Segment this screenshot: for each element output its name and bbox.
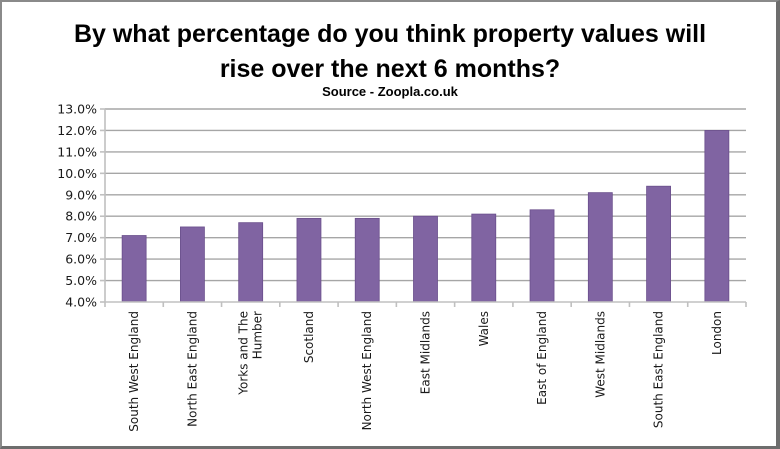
chart-title-line-1: By what percentage do you think property… [74, 20, 706, 48]
y-axis-tick-labels: 4.0% 5.0% 6.0% 7.0% 8.0% 9.0% 10.0% 11.0% 12.0% 1… [57, 102, 97, 310]
y-tick-label: 4.0% [65, 295, 97, 310]
bar [413, 215, 438, 303]
x-category-label: Wales [477, 311, 491, 346]
chart-title-line-2: rise over the next 6 months? [220, 55, 560, 83]
x-category-label: North East England [185, 311, 199, 427]
y-tick-label: 13.0% [57, 102, 97, 117]
x-category-label: North West England [360, 311, 374, 430]
bar [354, 217, 380, 303]
bar [587, 192, 613, 303]
axes [100, 108, 747, 307]
bar [471, 213, 497, 303]
y-tick-label: 7.0% [65, 230, 97, 245]
bar [704, 130, 730, 303]
y-tick-label: 12.0% [57, 123, 97, 138]
gridlines [105, 108, 746, 282]
y-tick-label: 6.0% [65, 252, 97, 267]
x-category-label: Humber [251, 311, 265, 359]
bar [529, 209, 555, 303]
bar [238, 222, 264, 303]
x-category-label: South West England [127, 311, 141, 432]
x-axis-category-labels: South West England North East England York… [127, 311, 724, 432]
bar [646, 185, 671, 303]
chart-subtitle: Source - Zoopla.co.uk [322, 84, 459, 99]
y-tick-label: 8.0% [65, 209, 97, 224]
x-category-label: South East England [652, 311, 666, 428]
y-tick-label: 11.0% [57, 144, 97, 159]
y-tick-label: 9.0% [65, 187, 97, 202]
x-category-label: Scotland [302, 311, 316, 363]
x-category-label: East Midlands [419, 311, 433, 394]
x-category-label: Yorks and The [237, 311, 251, 396]
bars [121, 130, 730, 303]
x-category-label: London [710, 311, 724, 355]
x-category-label: West Midlands [593, 311, 607, 398]
y-tick-label: 10.0% [57, 166, 97, 181]
bar [296, 217, 322, 303]
bar [180, 226, 205, 303]
y-tick-label: 5.0% [65, 273, 97, 288]
bar [121, 235, 147, 303]
x-category-label: East of England [535, 311, 549, 405]
